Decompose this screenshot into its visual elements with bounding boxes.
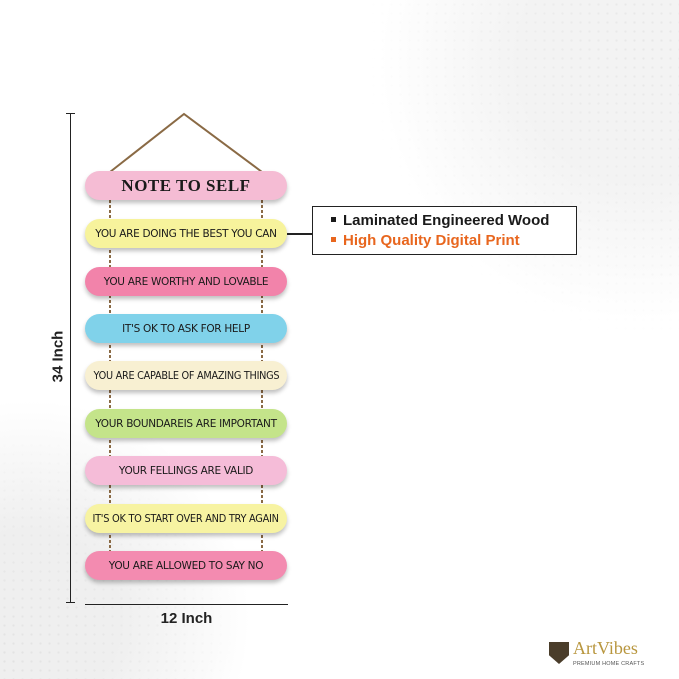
feature-callout: Laminated Engineered Wood High Quality D… xyxy=(312,206,577,255)
feature-text: High Quality Digital Print xyxy=(343,232,520,249)
plank-text: YOUR BOUNDAREIS ARE IMPORTANT xyxy=(95,417,277,430)
bullet-icon xyxy=(331,216,336,222)
plank-text: YOU ARE ALLOWED TO SAY NO xyxy=(108,559,264,572)
plank-text: IT'S OK TO ASK FOR HELP xyxy=(122,322,250,335)
callout-connector xyxy=(287,233,312,235)
plank-text: IT'S OK TO START OVER AND TRY AGAIN xyxy=(92,512,280,525)
plank-text: YOU ARE CAPABLE OF AMAZING THINGS xyxy=(93,369,279,382)
bullet-icon xyxy=(331,236,336,242)
plank-1: NOTE TO SELF xyxy=(85,171,287,200)
plank-6: YOUR BOUNDAREIS ARE IMPORTANT xyxy=(85,409,287,438)
width-label: 12 Inch xyxy=(160,610,213,627)
height-dimension-line xyxy=(70,113,71,603)
plank-text: YOUR FELLINGS ARE VALID xyxy=(118,464,254,477)
height-tick xyxy=(66,113,75,114)
brand-name: ArtVibes xyxy=(573,638,638,658)
plank-text: YOU ARE DOING THE BEST YOU CAN xyxy=(95,227,277,240)
plank-text: NOTE TO SELF xyxy=(121,175,251,195)
feature-item: High Quality Digital Print xyxy=(331,231,576,251)
shield-icon xyxy=(549,642,569,664)
brand-logo: ArtVibes PREMIUM HOME CRAFTS xyxy=(549,638,644,668)
plank-9: YOU ARE ALLOWED TO SAY NO xyxy=(85,551,287,580)
feature-text: Laminated Engineered Wood xyxy=(343,212,550,229)
feature-item: Laminated Engineered Wood xyxy=(331,211,576,231)
plank-2: YOU ARE DOING THE BEST YOU CAN xyxy=(85,219,287,248)
width-dimension-line xyxy=(85,604,288,605)
brand-tagline: PREMIUM HOME CRAFTS xyxy=(573,661,645,667)
plank-text: YOU ARE WORTHY AND LOVABLE xyxy=(103,275,269,288)
plank-5: YOU ARE CAPABLE OF AMAZING THINGS xyxy=(85,361,287,390)
height-tick xyxy=(66,602,75,603)
plank-8: IT'S OK TO START OVER AND TRY AGAIN xyxy=(85,504,287,533)
plank-4: IT'S OK TO ASK FOR HELP xyxy=(85,314,287,343)
plank-7: YOUR FELLINGS ARE VALID xyxy=(85,456,287,485)
plank-3: YOU ARE WORTHY AND LOVABLE xyxy=(85,267,287,296)
